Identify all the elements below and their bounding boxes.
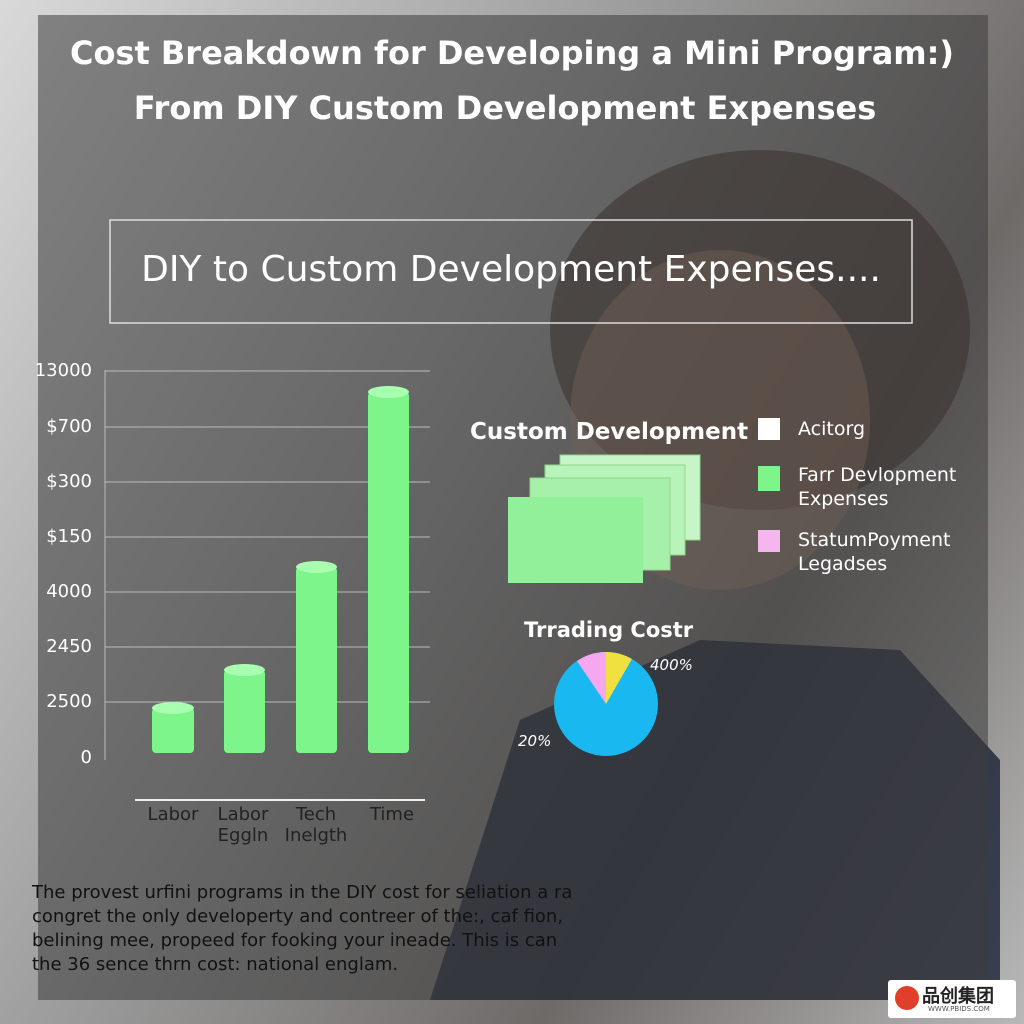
stacked-blocks — [508, 454, 701, 583]
legend-swatch — [758, 418, 780, 440]
banner-box — [109, 219, 913, 324]
paragraph-line: the 36 sence thrn cost: national englam. — [32, 954, 399, 975]
axis-label: $150 — [46, 526, 92, 547]
paragraph-line: congret the only developerty and contree… — [32, 906, 564, 927]
bar-axes — [104, 370, 430, 801]
logo-icon — [895, 986, 919, 1010]
axis-label: 0 — [80, 747, 92, 768]
category-label: Labor — [147, 804, 199, 825]
paragraph-line: The provest urfini programs in the DIY c… — [32, 882, 573, 903]
category-label: Labor — [217, 804, 269, 825]
category-label: Eggln — [217, 825, 269, 846]
title: Cost Breakdown for Developing a Mini Pro… — [69, 34, 955, 72]
category-label: Time — [369, 804, 415, 825]
logo-name: 品创集团 — [922, 986, 994, 1007]
title: From DIY Custom Development Expenses — [133, 89, 877, 127]
logo-url: WWW.PBIDS.COM — [928, 1005, 990, 1013]
legend-swatch — [758, 466, 780, 491]
paragraph-line: belining mee, propeed for fooking your i… — [32, 930, 558, 951]
legend-text: Legadses — [798, 553, 888, 575]
axis-label: 2500 — [46, 691, 92, 712]
panel-title: Custom Development — [470, 419, 749, 445]
axis-label: 4000 — [46, 581, 92, 602]
pie-title: Trrading Costr — [524, 618, 694, 642]
legend-text: Expenses — [798, 488, 889, 510]
banner-text: DIY to Custom Development Expenses.... — [141, 249, 881, 290]
legend-text: StatumPoyment — [798, 529, 951, 551]
axis-label: 13000 — [34, 360, 92, 381]
legend-text: Acitorg — [798, 418, 866, 440]
category-label: Tech — [295, 804, 337, 825]
axis-label: $700 — [46, 416, 92, 437]
logo-box — [888, 980, 1016, 1018]
legend-text: Farr Devlopment — [798, 464, 957, 486]
pie — [554, 652, 658, 756]
bars — [152, 386, 409, 753]
pie-label: 400% — [650, 656, 693, 674]
pie-label: 20% — [518, 732, 552, 750]
category-label: Inelgth — [284, 825, 348, 846]
axis-label: $300 — [46, 471, 92, 492]
legend-swatch — [758, 530, 780, 552]
axis-label: 2450 — [46, 636, 92, 657]
